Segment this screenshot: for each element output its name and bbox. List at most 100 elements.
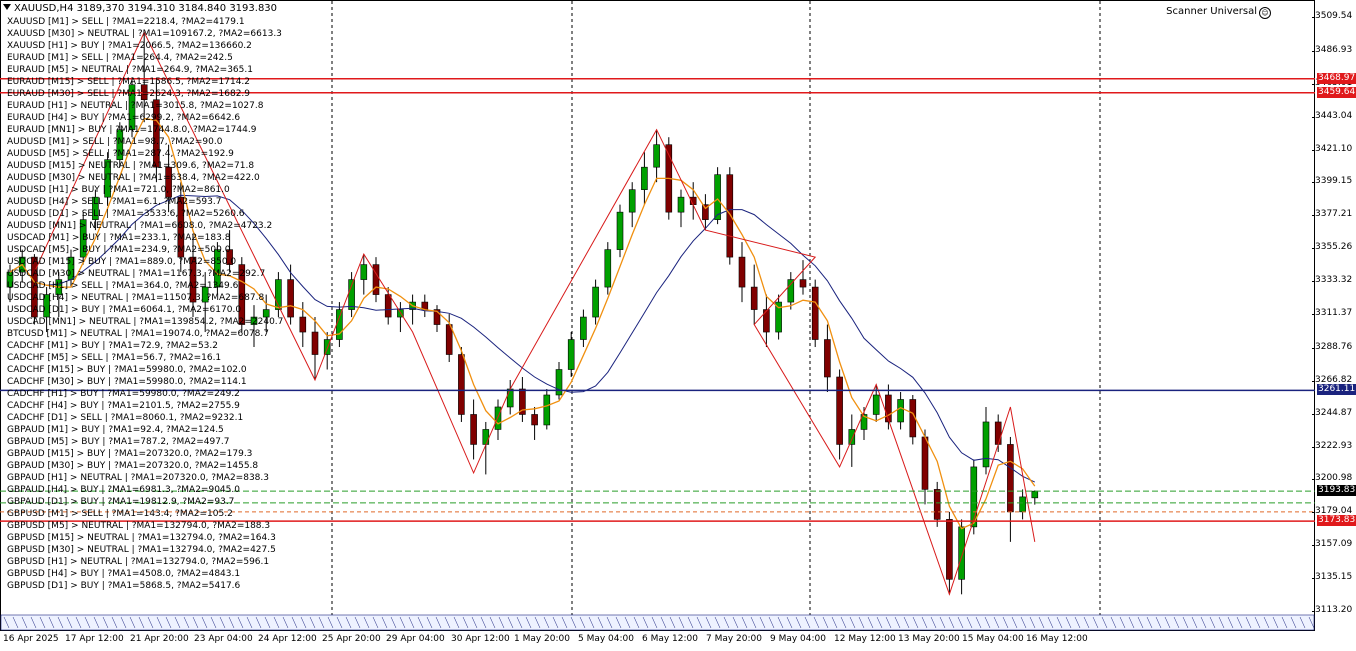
oscillator-tick <box>1074 616 1081 629</box>
oscillator-tick <box>1002 616 1009 629</box>
bull-candle <box>1019 496 1026 513</box>
oscillator-tick <box>1272 616 1279 629</box>
oscillator-tick <box>1092 616 1099 629</box>
oscillator-tick <box>615 616 622 629</box>
oscillator-tick <box>471 616 478 629</box>
bull-candle <box>628 189 636 213</box>
oscillator-tick <box>1245 616 1252 629</box>
time-tick-label: 25 Apr 20:00 <box>322 634 381 644</box>
scanner-line: EURAUD [H1] > NEUTRAL | ?MA1=3015.8, ?MA… <box>7 101 264 111</box>
scanner-line: AUDUSD [M15] > NEUTRAL | ?MA1=309.6, ?MA… <box>7 161 255 171</box>
price-tick-label: 3200.98 <box>1311 473 1353 484</box>
oscillator-tick <box>543 616 550 629</box>
price-tick-label: 3222.93 <box>1311 440 1353 451</box>
oscillator-tick <box>840 616 847 629</box>
scanner-line: EURAUD [M1] > SELL | ?MA1=264.4, ?MA2=24… <box>7 53 233 63</box>
scanner-line: GBPUSD [H1] > NEUTRAL | ?MA1=132794.0, ?… <box>7 557 270 567</box>
oscillator-tick <box>1254 616 1261 629</box>
oscillator-tick <box>975 616 982 629</box>
oscillator-tick <box>516 616 523 629</box>
oscillator-tick <box>1101 616 1108 629</box>
scanner-line: GBPAUD [D1] > BUY | ?MA1=19812.9, ?MA2=9… <box>7 497 235 507</box>
bull-candle <box>104 159 111 198</box>
oscillator-tick <box>192 616 199 629</box>
oscillator-tick <box>426 616 433 629</box>
symbol-title: XAUUSD,H4 <box>14 3 74 14</box>
oscillator-tick <box>696 616 703 629</box>
oscillator-tick <box>1083 616 1090 629</box>
bear-candle <box>933 489 941 520</box>
oscillator-tick <box>156 616 163 629</box>
price-level-tag: 3459.64 <box>1317 86 1356 98</box>
price-tick-label: 3377.21 <box>1311 209 1353 220</box>
bull-candle <box>555 369 563 396</box>
oscillator-tick <box>84 616 91 629</box>
bull-candle <box>872 394 880 415</box>
oscillator-tick <box>705 616 712 629</box>
price-axis[interactable]: 3509.543486.933465.013443.043421.103399.… <box>1311 0 1356 631</box>
price-level-tag: 3261.11 <box>1317 384 1356 396</box>
oscillator-tick <box>948 616 955 629</box>
price-tick-label: 3288.76 <box>1311 341 1353 352</box>
oscillator-tick <box>867 616 874 629</box>
oscillator-tick <box>255 616 262 629</box>
scanner-line: GBPAUD [M15] > BUY | ?MA1=207320.0, ?MA2… <box>7 449 253 459</box>
oscillator-tick <box>1191 616 1198 629</box>
oscillator-tick <box>768 616 775 629</box>
oscillator-tick <box>75 616 82 629</box>
oscillator-tick <box>723 616 730 629</box>
bull-candle <box>79 219 87 258</box>
oscillator-tick <box>435 616 442 629</box>
oscillator-tick <box>318 616 325 629</box>
oscillator-tick <box>273 616 280 629</box>
oscillator-tick <box>1047 616 1054 629</box>
bull-candle <box>982 421 990 468</box>
oscillator-tick <box>741 616 748 629</box>
price-tick-label: 3179.04 <box>1311 506 1353 517</box>
oscillator-tick <box>111 616 118 629</box>
price-tick-label: 3113.20 <box>1311 605 1353 615</box>
oscillator-tick <box>237 616 244 629</box>
bull-candle <box>348 279 355 310</box>
oscillator-tick <box>210 616 217 629</box>
oscillator-tick <box>1011 616 1018 629</box>
price-level-tag: 3193.83 <box>1317 485 1356 497</box>
oscillator-tick <box>327 616 334 629</box>
bear-candle <box>470 414 477 445</box>
time-tick-label: 12 May 12:00 <box>834 634 896 644</box>
time-axis[interactable]: 16 Apr 2025 17 Apr 12:00 21 Apr 20:00 23 Ap… <box>0 631 1315 651</box>
bear-candle <box>372 264 380 295</box>
bull-candle <box>787 279 795 303</box>
dropdown-triangle-icon[interactable] <box>3 4 11 10</box>
oscillator-tick <box>912 616 919 629</box>
scanner-line: GBPAUD [M1] > BUY | ?MA1=92.4, ?MA2=124.… <box>7 425 224 435</box>
oscillator-tick <box>309 616 316 629</box>
scanner-line: CADCHF [H4] > BUY | ?MA1=2101.5, ?MA2=27… <box>7 401 240 411</box>
bear-candle <box>433 309 441 325</box>
scanner-line: CADCHF [M15] > BUY | ?MA1=59980.0, ?MA2=… <box>7 365 247 375</box>
price-chart[interactable] <box>0 0 1315 631</box>
time-tick-label: 17 Apr 12:00 <box>65 634 124 644</box>
oscillator-tick <box>228 616 235 629</box>
oscillator-tick <box>1299 616 1306 629</box>
oscillator-tick <box>66 616 73 629</box>
oscillator-tick <box>1119 616 1126 629</box>
price-tick-label: 3157.09 <box>1311 539 1353 550</box>
time-tick-label: 16 Apr 2025 <box>3 634 59 644</box>
scanner-line: USDCAD [M1] > BUY | ?MA1=233.1, ?MA2=183… <box>7 233 231 243</box>
price-level-tag: 3468.97 <box>1317 72 1356 84</box>
time-tick-label: 1 May 20:00 <box>514 634 570 644</box>
oscillator-tick <box>129 616 136 629</box>
bull-candle <box>336 309 343 340</box>
bear-candle <box>165 166 172 198</box>
oscillator-tick <box>1263 616 1270 629</box>
price-tick-label: 3311.37 <box>1311 308 1353 318</box>
time-tick-label: 13 May 20:00 <box>898 634 960 644</box>
scanner-line: XAUUSD [M30] > NEUTRAL | ?MA1=109167.2, … <box>7 29 282 39</box>
oscillator-tick <box>651 616 658 629</box>
oscillator-tick <box>1290 616 1297 629</box>
oscillator-tick <box>480 616 487 629</box>
oscillator-tick <box>732 616 739 629</box>
chart-area[interactable]: XAUUSD,H4 3189,370 3194.310 3184.840 319… <box>0 0 1315 631</box>
oscillator-tick <box>1200 616 1207 629</box>
